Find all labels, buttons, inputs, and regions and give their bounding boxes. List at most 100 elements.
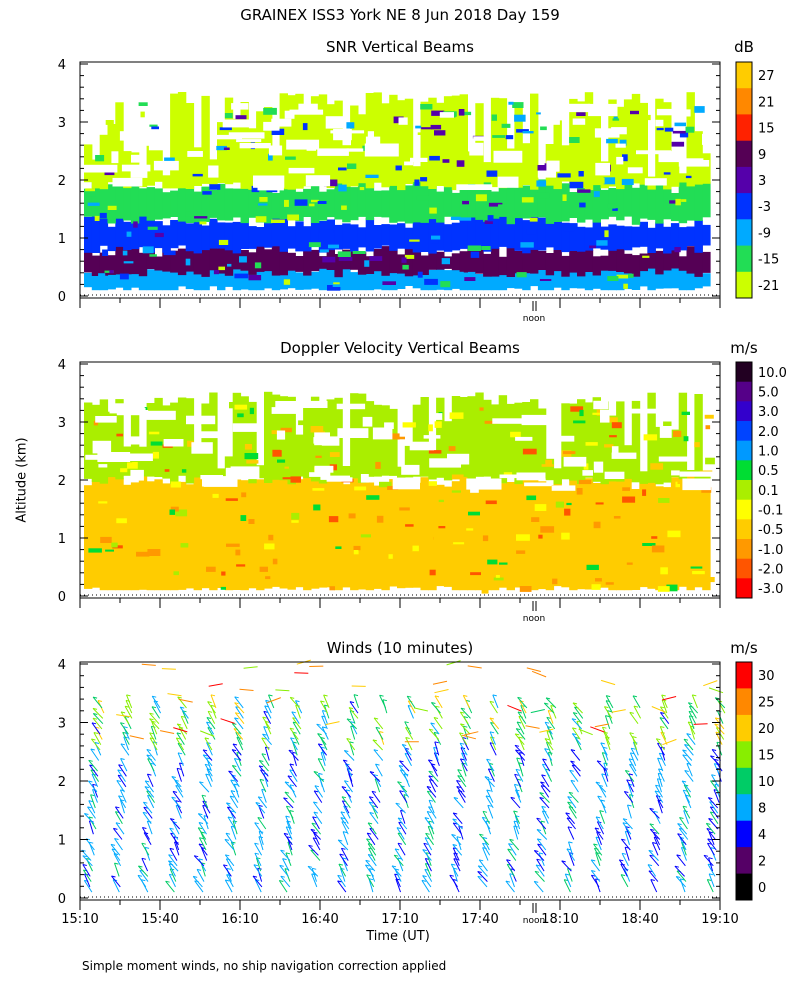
wind-barb <box>482 843 491 856</box>
heat-speckle <box>402 422 416 428</box>
wind-barb-flag <box>92 783 97 786</box>
colorbar-swatch <box>736 88 752 115</box>
data-gap <box>572 118 586 125</box>
wind-barb <box>239 688 254 691</box>
heat-cell <box>655 98 664 183</box>
heat-cell <box>146 145 155 186</box>
wind-barb <box>120 743 130 756</box>
wind-column <box>110 694 133 893</box>
heat-speckle <box>673 430 682 437</box>
data-gap <box>604 471 625 479</box>
wind-barb <box>201 794 209 809</box>
heat-cell <box>506 218 515 249</box>
wind-barb-flag <box>141 857 147 860</box>
heat-cell <box>201 186 210 222</box>
wind-barb-flag <box>456 836 462 839</box>
heat-speckle <box>335 546 342 549</box>
wind-barb <box>92 713 104 725</box>
heat-cell <box>373 404 382 477</box>
wind-barb <box>85 838 95 851</box>
wind-barb <box>318 773 323 787</box>
heat-speckle <box>431 235 441 240</box>
wind-barb <box>590 859 600 872</box>
heat-speckle <box>431 110 445 116</box>
heat-cell <box>412 166 422 183</box>
wind-barb <box>147 758 155 772</box>
wind-barb <box>343 780 353 793</box>
wind-barb <box>708 687 724 694</box>
wind-barb <box>320 752 326 766</box>
wind-barb-flag <box>205 773 210 776</box>
wind-barb-flag <box>572 727 577 730</box>
heat-speckle <box>589 245 596 249</box>
wind-barb <box>540 820 547 835</box>
heat-speckle <box>576 488 583 495</box>
wind-barb-flag <box>207 710 213 713</box>
wind-barb <box>176 732 185 745</box>
heat-cell <box>381 486 390 591</box>
heat-cell <box>616 401 625 482</box>
data-gap <box>658 456 692 462</box>
wind-barb-flag <box>407 695 412 698</box>
heat-speckle <box>612 118 620 121</box>
wind-barb-flag <box>169 827 174 830</box>
heat-cell <box>342 466 351 478</box>
wind-barb <box>149 737 158 751</box>
wind-barb-flag <box>94 742 100 744</box>
wind-barb <box>252 875 263 888</box>
heat-cell <box>279 93 288 190</box>
wind-barb <box>460 723 471 735</box>
noon-label: noon <box>523 916 545 926</box>
wind-barb <box>176 768 182 782</box>
wind-barb <box>655 738 665 751</box>
wind-barb-flag <box>628 758 634 761</box>
heat-cell <box>506 148 515 187</box>
heat-cell <box>663 184 672 220</box>
heat-cell <box>639 265 648 287</box>
wind-barb <box>407 705 414 719</box>
heat-cell <box>303 403 312 479</box>
heat-cell <box>436 191 445 223</box>
heat-cell <box>185 103 195 189</box>
heat-speckle <box>642 489 647 496</box>
wind-barb-flag <box>338 863 344 866</box>
wind-barb <box>506 859 516 872</box>
wind-barb <box>630 747 639 761</box>
heat-cell <box>162 192 171 219</box>
heat-cell <box>670 267 680 289</box>
heat-cell <box>443 421 453 481</box>
wind-barb-flag <box>353 694 359 697</box>
wind-barb <box>595 816 604 830</box>
wind-barb-flag <box>510 796 515 799</box>
wind-barb <box>510 797 521 809</box>
panel-title: Doppler Velocity Vertical Beams <box>280 339 520 357</box>
wind-barb <box>542 758 551 772</box>
wind-barb <box>91 738 101 751</box>
wind-barb-flag <box>180 706 185 709</box>
heat-cell <box>475 247 484 274</box>
colorbar-unit: m/s <box>730 639 758 657</box>
heat-speckle <box>235 549 241 556</box>
y-tick-label: 2 <box>58 775 66 790</box>
wind-barb <box>452 844 463 856</box>
heat-cell <box>420 255 429 275</box>
wind-barb <box>193 855 205 867</box>
wind-barb-flag <box>91 722 97 725</box>
heat-cell <box>350 249 359 270</box>
y-tick-label: 4 <box>58 658 66 673</box>
wind-barb-flag <box>349 701 355 704</box>
heat-cell <box>623 184 633 217</box>
wind-barb <box>91 773 99 788</box>
heat-speckle <box>616 274 629 279</box>
wind-barb-flag <box>456 786 461 788</box>
heat-speckle <box>681 411 690 415</box>
wind-barb-flag <box>424 817 430 820</box>
heat-speckle <box>315 455 322 458</box>
wind-barb-flag <box>566 848 572 851</box>
heat-cell <box>506 179 515 225</box>
heat-speckle <box>522 485 535 491</box>
heat-cell <box>592 397 601 482</box>
heat-cell <box>686 272 695 291</box>
wind-barb <box>202 800 211 814</box>
wind-barb <box>143 806 153 819</box>
